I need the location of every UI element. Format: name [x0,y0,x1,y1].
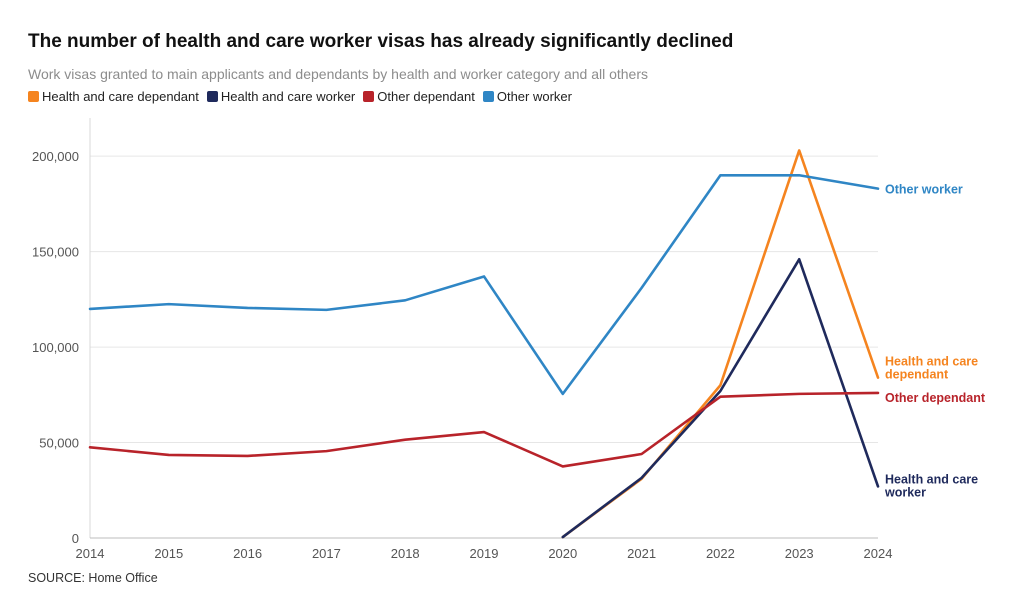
gridlines [90,155,878,444]
source-note: SOURCE: Home Office [28,571,158,585]
legend-item-health-and-care-dependant: Health and care dependant [28,89,199,104]
end-label-other-dependant: Other dependant [885,391,986,405]
x-tick-label: 2015 [154,546,183,561]
y-tick-label: 150,000 [32,245,79,260]
x-axis: 2014 2015 2016 2017 2018 2019 2020 2021 2022 2023… [76,537,893,561]
x-tick-label: 2014 [76,546,105,561]
x-tick-label: 2024 [864,546,893,561]
x-tick-label: 2021 [627,546,656,561]
legend-label: Health and care dependant [42,89,199,104]
y-tick-label: 50,000 [39,436,79,451]
legend-swatch [363,91,375,102]
legend-item-other-worker: Other worker [482,89,572,104]
legend-label: Other worker [496,89,572,104]
legend-swatch [482,91,494,102]
x-tick-label: 2022 [706,546,735,561]
chart-title: The number of health and care worker vis… [28,31,734,52]
x-tick-label: 2018 [391,546,420,561]
legend-item-health-and-care-worker: Health and care worker [206,89,356,104]
y-axis: 0 50,000 100,000 150,000 200,000 [32,118,91,546]
series-line-health-and-care-worker [561,257,880,539]
series-line-other-worker [88,173,880,396]
end-label-other-worker: Other worker [885,183,963,197]
legend-label: Other dependant [377,89,475,104]
x-tick-label: 2020 [548,546,577,561]
end-label-health-and-care-dependant: Health and care dependant [885,355,978,382]
x-tick-label: 2016 [233,546,262,561]
end-label-health-and-care-worker: Health and care worker [884,472,978,499]
series-line-health-and-care-dependant [561,149,880,539]
x-tick-label: 2017 [312,546,341,561]
series-lines [88,149,880,539]
legend-swatch [28,91,39,102]
legend-swatch [206,91,218,102]
end-labels: Health and care dependant Health and care w… [884,183,986,500]
y-tick-label: 200,000 [32,149,79,164]
legend-item-other-dependant: Other dependant [363,89,475,104]
y-tick-label: 100,000 [32,340,79,355]
y-tick-label: 0 [72,531,79,546]
x-tick-label: 2023 [785,546,814,561]
series-line-other-dependant [88,391,880,468]
legend-label: Health and care worker [220,89,356,104]
legend: Health and care dependant Health and care… [28,89,580,104]
chart-subtitle: Work visas granted to main applicants an… [28,66,648,82]
x-tick-label: 2019 [470,546,499,561]
